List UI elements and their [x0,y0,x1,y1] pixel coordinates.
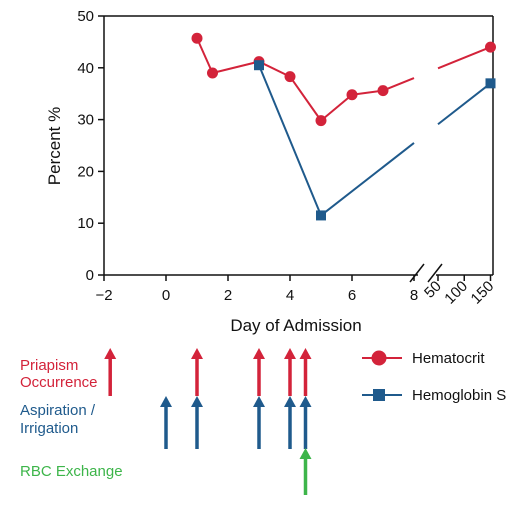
event-arrow-head [253,348,265,359]
x-tick-label: 4 [286,287,294,304]
legend-marker [373,389,385,401]
event-arrow-head [299,396,312,407]
axis-break-mark [427,263,443,283]
x-tick-label: 0 [162,287,170,304]
event-label: Aspiration / Irrigation [20,402,96,437]
series-line-hematocrit [196,37,214,74]
event-arrow-head [299,348,312,359]
data-point-hematocrit [207,67,218,79]
data-point-hematocrit [284,71,296,83]
x-tick-label: 2 [224,287,232,304]
legend-marker [371,350,387,366]
data-point-hematocrit [315,115,327,127]
event-arrow-head [284,396,296,407]
series-line-hematocrit [289,76,322,122]
series-line-hematocrit [212,60,260,74]
data-point-hemoglobin-s [485,78,496,89]
axis-break-mark [409,263,425,283]
legend-label: Hematocrit [412,350,485,367]
series-line-hematocrit [258,60,291,78]
event-arrow-head [191,396,203,407]
y-tick-label: 30 [77,112,94,129]
x-tick-label: 150 [468,278,498,308]
series-line-hematocrit [320,93,353,122]
x-tick-label: 8 [410,287,418,304]
event-arrow-head [160,396,172,407]
data-point-hematocrit [346,89,358,101]
x-axis-title: Day of Admission [230,316,361,335]
x-tick-label: 6 [348,287,356,304]
event-arrow-head [191,348,203,359]
series-line-hemoglobin-s [437,82,492,126]
event-arrow-head [284,348,296,359]
y-tick-label: 0 [86,267,94,284]
x-tick-label: 50 [421,278,445,302]
series-line-hemoglobin-s [320,142,415,217]
event-arrow-head [253,396,265,407]
event-label-line: Occurrence [20,374,98,391]
y-axis-title: Percent % [45,107,64,185]
y-tick-label: 50 [77,8,94,25]
series-line-hemoglobin-s [258,64,322,216]
data-point-hematocrit [191,32,203,44]
event-label-line: Aspiration / [20,402,96,419]
data-point-hemoglobin-s [316,210,326,221]
data-point-hemoglobin-s [254,60,264,71]
x-tick-label: 100 [441,278,471,308]
event-label: Priapism Occurrence [20,357,98,391]
series-line-hematocrit [437,46,491,70]
event-label-line: Priapism [20,357,78,374]
event-arrow-head [299,448,312,459]
event-label: RBC Exchange [20,463,123,480]
event-label-line: RBC Exchange [20,463,123,480]
series-line-hematocrit [382,77,415,92]
event-label-line: Irrigation [20,420,78,437]
y-tick-label: 40 [77,60,94,77]
y-tick-label: 10 [77,215,94,232]
data-point-hematocrit [485,41,496,53]
x-tick-label: −2 [95,287,112,304]
event-arrow-head [104,348,117,359]
legend-label: Hemoglobin S [412,387,506,404]
y-tick-label: 20 [77,163,94,180]
data-point-hematocrit [377,85,389,97]
